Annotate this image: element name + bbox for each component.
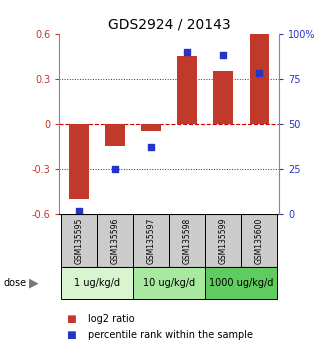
Bar	[213, 71, 233, 124]
Bar	[178, 56, 197, 124]
Bar	[241, 214, 277, 267]
Text: ■: ■	[66, 314, 75, 324]
Bar	[205, 214, 241, 267]
Text: GSM135599: GSM135599	[219, 217, 228, 264]
Bar	[97, 214, 133, 267]
Bar	[61, 214, 97, 267]
Bar	[169, 214, 205, 267]
Bar	[61, 267, 133, 299]
Text: ■: ■	[66, 330, 75, 339]
Point	[149, 144, 154, 150]
Title: GDS2924 / 20143: GDS2924 / 20143	[108, 17, 231, 31]
Bar	[105, 124, 125, 147]
Text: GSM135595: GSM135595	[75, 217, 84, 264]
Point	[257, 70, 262, 76]
Text: percentile rank within the sample: percentile rank within the sample	[88, 330, 253, 339]
Text: dose: dose	[3, 278, 26, 288]
Text: GSM135600: GSM135600	[255, 217, 264, 264]
Text: GSM135596: GSM135596	[111, 217, 120, 264]
Bar	[205, 267, 277, 299]
Text: log2 ratio: log2 ratio	[88, 314, 135, 324]
Text: 1 ug/kg/d: 1 ug/kg/d	[74, 278, 120, 288]
Point	[77, 208, 82, 213]
Point	[185, 49, 190, 55]
Text: 10 ug/kg/d: 10 ug/kg/d	[143, 278, 195, 288]
Bar	[133, 267, 205, 299]
Bar	[249, 34, 269, 124]
Bar	[69, 124, 89, 199]
Bar	[141, 124, 161, 131]
Text: ▶: ▶	[29, 277, 39, 290]
Text: GSM135597: GSM135597	[147, 217, 156, 264]
Text: 1000 ug/kg/d: 1000 ug/kg/d	[209, 278, 273, 288]
Bar	[133, 214, 169, 267]
Text: GSM135598: GSM135598	[183, 218, 192, 264]
Point	[221, 52, 226, 58]
Point	[113, 166, 118, 172]
